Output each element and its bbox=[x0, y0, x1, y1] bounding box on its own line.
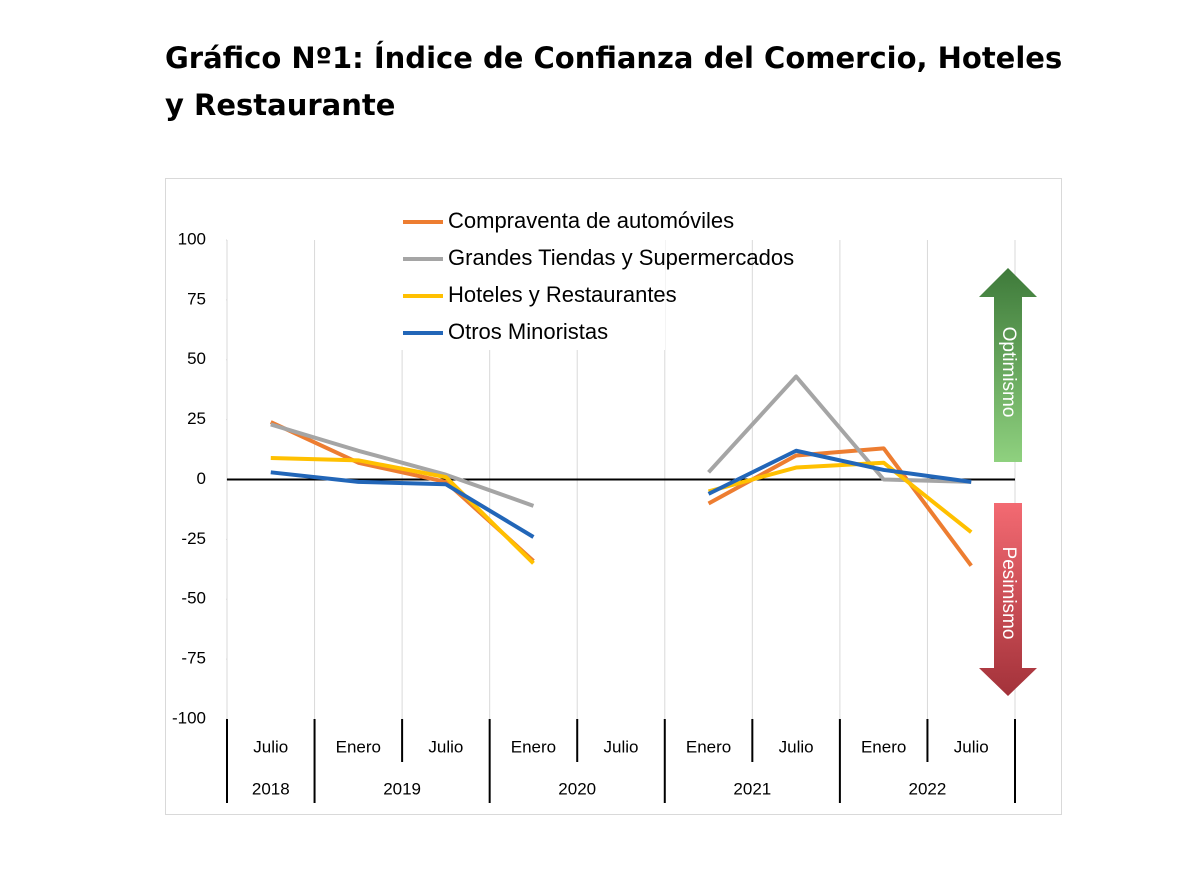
y-tick-label: 25 bbox=[187, 409, 206, 428]
legend-background bbox=[345, 200, 665, 350]
x-tick-label: Julio bbox=[954, 737, 989, 756]
y-tick-label: -100 bbox=[172, 708, 206, 727]
annotation: Optimismo bbox=[998, 327, 1019, 418]
x-tick-label: Enero bbox=[336, 737, 381, 756]
annotation: Pesimismo bbox=[998, 547, 1019, 640]
series-line bbox=[707, 374, 972, 484]
legend-label: Hoteles y Restaurantes bbox=[448, 282, 677, 307]
year-label: 2018 bbox=[252, 779, 290, 798]
plot: -100 -75 -50 -25 0 25 50 75 100 Julio Enero Julio En… bbox=[172, 200, 1016, 803]
legend-label: Grandes Tiendas y Supermercados bbox=[448, 245, 794, 270]
x-tick-label: Julio bbox=[428, 737, 463, 756]
year-label: 2020 bbox=[558, 779, 596, 798]
series-line bbox=[270, 422, 535, 508]
series-line bbox=[708, 460, 973, 534]
y-tick-label: 100 bbox=[178, 229, 206, 248]
year-label: 2022 bbox=[909, 779, 947, 798]
series-line bbox=[707, 448, 972, 496]
y-tick-label: 75 bbox=[187, 289, 206, 308]
y-tick-label: -25 bbox=[181, 529, 206, 548]
y-tick-label: 50 bbox=[187, 349, 206, 368]
y-tick-label: -75 bbox=[181, 649, 206, 668]
series-line bbox=[270, 470, 535, 539]
year-label: 2021 bbox=[733, 779, 771, 798]
series-line bbox=[270, 455, 535, 565]
x-tick-label: Enero bbox=[686, 737, 731, 756]
x-tick-label: Julio bbox=[253, 737, 288, 756]
legend-label: Compraventa de automóviles bbox=[448, 208, 734, 233]
x-tick-label: Julio bbox=[604, 737, 639, 756]
y-tick-label: 0 bbox=[197, 469, 206, 488]
x-tick-label: Enero bbox=[511, 737, 556, 756]
legend-label: Otros Minoristas bbox=[448, 319, 608, 344]
y-tick-label: -50 bbox=[181, 589, 206, 608]
chart-title: y Restaurante bbox=[165, 88, 395, 122]
chart-title: Gráfico Nº1: Índice de Confianza del Com… bbox=[165, 41, 1062, 75]
x-tick-label: Julio bbox=[779, 737, 814, 756]
x-tick-label: Enero bbox=[861, 737, 906, 756]
optimism-arrow bbox=[979, 268, 1037, 462]
pessimism-arrow bbox=[979, 503, 1037, 696]
year-label: 2019 bbox=[383, 779, 421, 798]
